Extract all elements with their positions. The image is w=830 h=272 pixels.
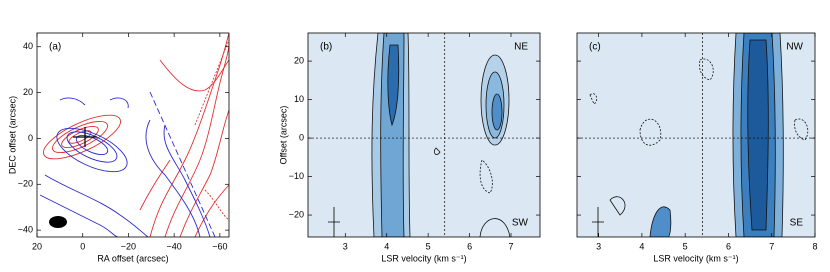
x-tick-label: 3	[596, 241, 601, 251]
panel-label: (c)	[589, 42, 601, 53]
y-tick-label: 0	[299, 132, 304, 142]
position-cross	[73, 127, 97, 147]
x-tick-label: 0	[80, 241, 85, 251]
x-tick-label: −20	[121, 241, 136, 251]
x-tick-label: −40	[167, 241, 182, 251]
contours-c	[577, 33, 815, 237]
x-tick-label: 8	[812, 241, 817, 251]
y-axis-label: Offset (arcsec)	[278, 106, 288, 165]
contours-a	[39, 33, 229, 237]
x-axis-label: RA offset (arcsec)	[97, 253, 168, 263]
y-tick-label: −20	[18, 179, 33, 189]
x-tick-label: 6	[726, 241, 731, 251]
plot-frame	[576, 32, 816, 238]
y-tick-label: 20	[294, 55, 304, 65]
corner-label: NW	[786, 42, 803, 53]
x-axis-label: LSR velocity (km s⁻¹)	[381, 253, 466, 263]
y-tick-label: 40	[23, 41, 33, 51]
x-tick-label: 20	[32, 241, 42, 251]
y-tick-label: 0	[28, 133, 33, 143]
x-tick-label: 6	[467, 241, 472, 251]
panel-label: (a)	[49, 42, 61, 53]
x-tick-label: 4	[384, 241, 389, 251]
corner-label: SE	[790, 218, 804, 229]
x-tick-label: 5	[426, 241, 431, 251]
y-axis-label: DEC offset (arcsec)	[7, 96, 17, 174]
y-tick-label: −10	[289, 171, 304, 181]
contours-b	[308, 33, 540, 237]
x-tick-label: 7	[508, 241, 513, 251]
x-tick-label: 4	[639, 241, 644, 251]
x-tick-label: 5	[683, 241, 688, 251]
y-tick-label: 20	[23, 87, 33, 97]
x-tick-label: −60	[212, 241, 227, 251]
y-tick-label: 10	[294, 94, 304, 104]
x-tick-label: 7	[769, 241, 774, 251]
panel-label: (b)	[320, 42, 332, 53]
corner-label: NE	[514, 42, 528, 53]
y-tick-label: −40	[18, 224, 33, 234]
beam	[49, 216, 67, 228]
plot-frame	[307, 32, 541, 238]
corner-label: SW	[512, 218, 529, 229]
x-axis-label: LSR velocity (km s⁻¹)	[653, 253, 738, 263]
y-tick-label: −20	[289, 209, 304, 219]
plot-frame	[36, 32, 230, 238]
x-tick-label: 3	[343, 241, 348, 251]
